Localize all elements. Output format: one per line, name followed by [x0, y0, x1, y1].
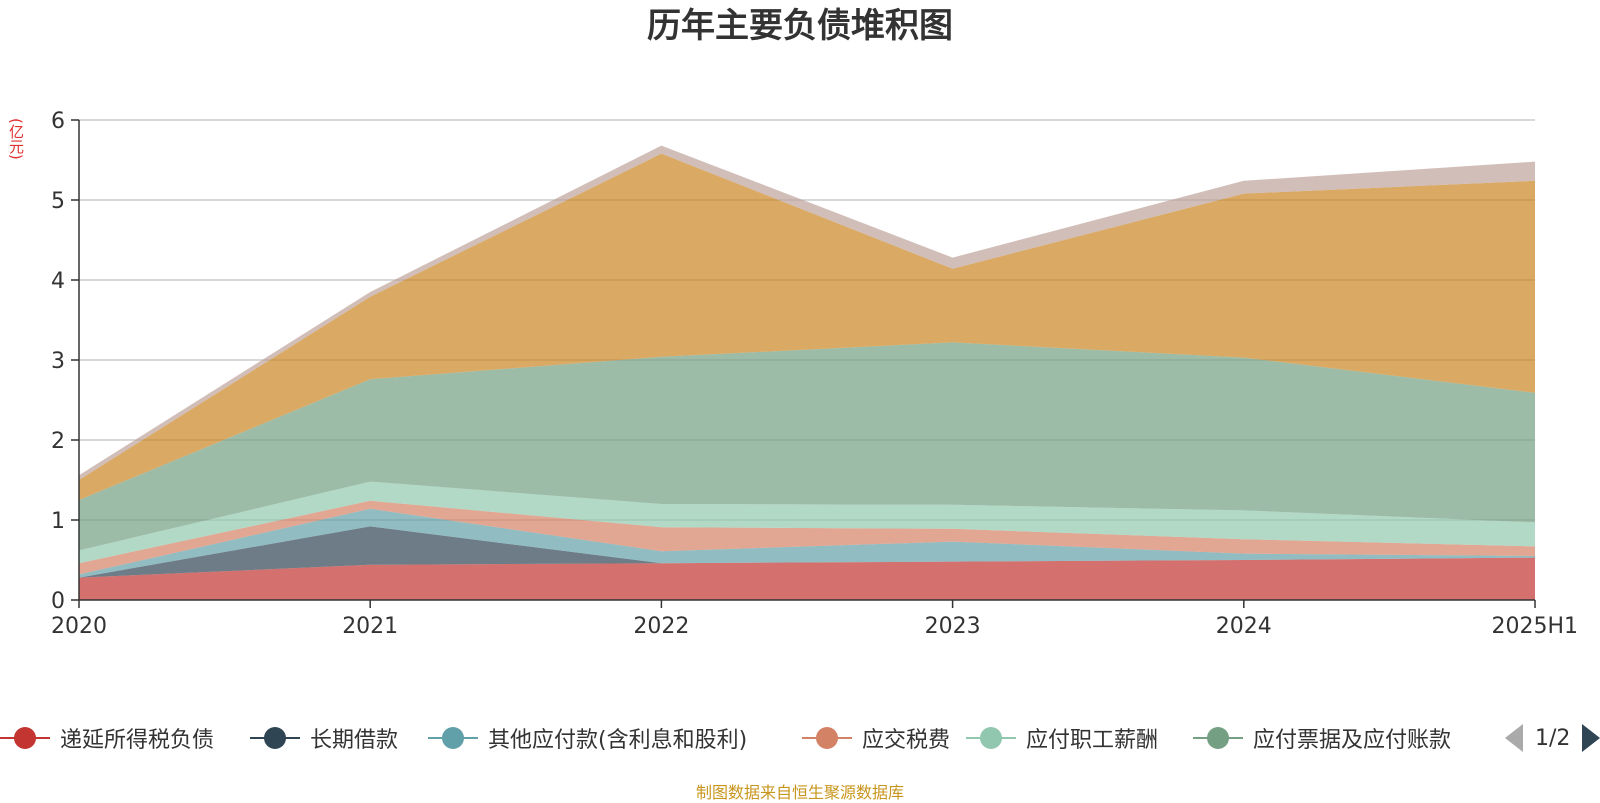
chart-title: 历年主要负债堆积图 — [647, 6, 953, 46]
area-series-3 — [79, 500, 1535, 575]
y-tick-label: 0 — [51, 589, 65, 614]
x-tick-label: 2021 — [342, 614, 398, 639]
area-series-0 — [79, 557, 1535, 600]
area-series-group — [79, 145, 1535, 600]
legend-label: 递延所得税负债 — [60, 728, 215, 753]
y-tick-label: 5 — [51, 189, 65, 214]
legend-marker-icon — [1193, 718, 1243, 758]
x-tick-label: 2022 — [633, 614, 689, 639]
legend-marker-icon — [428, 718, 478, 758]
area-series-5 — [79, 342, 1535, 551]
legend-marker-icon — [802, 718, 852, 758]
legend: 递延所得税负债 长期借款 其他应付款(含利息和股利) 应交税费 应付职工薪酬 应付票据及应… — [0, 718, 1600, 758]
x-tick-label: 2023 — [925, 614, 981, 639]
legend-prev-page-icon[interactable] — [1505, 724, 1523, 752]
x-axis-ticks: 2020 2021 2022 2023 2024 2025H1 — [51, 600, 1578, 639]
legend-item[interactable]: 其他应付款(含利息和股利) — [428, 718, 747, 758]
legend-label: 应付票据及应付账款 — [1253, 728, 1452, 753]
legend-item[interactable]: 应付职工薪酬 — [966, 718, 1158, 758]
legend-item[interactable]: 应交税费 — [802, 718, 950, 758]
y-tick-label: 1 — [51, 509, 65, 534]
area-series-7 — [79, 145, 1535, 480]
source-note: 制图数据来自恒生聚源数据库 — [695, 783, 904, 802]
legend-label: 应付职工薪酬 — [1026, 728, 1159, 753]
legend-item[interactable]: 长期借款 — [250, 718, 398, 758]
x-tick-label: 2020 — [51, 614, 107, 639]
legend-marker-icon — [250, 718, 300, 758]
area-series-4 — [79, 481, 1535, 564]
x-tick-label: 2025H1 — [1491, 614, 1578, 639]
legend-label: 应交税费 — [862, 728, 951, 753]
y-tick-label: 6 — [51, 109, 65, 134]
legend-page-indicator: 1/2 — [1535, 725, 1571, 751]
legend-next-page-icon[interactable] — [1582, 724, 1600, 752]
x-tick-label: 2024 — [1216, 614, 1272, 639]
y-tick-label: 2 — [51, 429, 65, 454]
legend-label: 其他应付款(含利息和股利) — [488, 728, 748, 753]
y-tick-label: 4 — [51, 269, 65, 294]
legend-pager: 1/2 — [1505, 718, 1600, 758]
area-series-2 — [79, 508, 1535, 578]
legend-item[interactable]: 应付票据及应付账款 — [1193, 718, 1451, 758]
area-series-6 — [79, 153, 1535, 500]
area-series-1 — [79, 526, 1535, 578]
legend-item[interactable]: 递延所得税负债 — [0, 718, 214, 758]
y-tick-label: 3 — [51, 349, 65, 374]
y-axis-unit-label: (亿元) — [7, 118, 25, 160]
legend-marker-icon — [966, 718, 1016, 758]
legend-marker-icon — [0, 718, 50, 758]
legend-label: 长期借款 — [310, 728, 399, 753]
